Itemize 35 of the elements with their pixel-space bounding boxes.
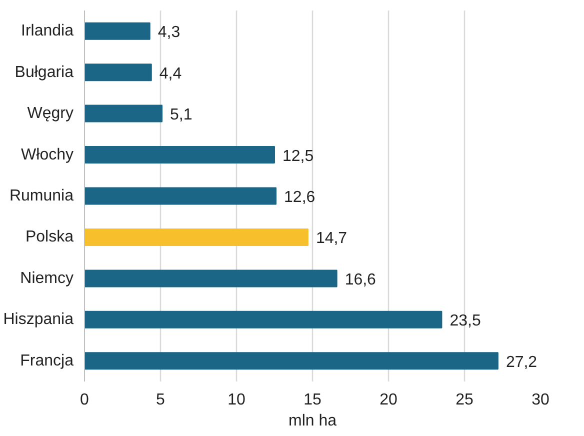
x-tick-label: 10: [228, 392, 246, 408]
data-label: 12,5: [282, 148, 314, 165]
bar: [84, 310, 442, 328]
bar: [84, 270, 338, 288]
data-label: 23,5: [450, 312, 481, 330]
y-tick-label: Rumunia: [9, 188, 74, 204]
y-tick-label: Hiszpania: [3, 311, 74, 328]
data-label: 4,3: [158, 24, 180, 42]
y-tick-label: Węgry: [27, 105, 74, 122]
x-axis-title: mln ha: [288, 412, 337, 430]
x-tick-label: 5: [156, 392, 166, 408]
bar: [84, 22, 150, 40]
x-tick-label: 30: [532, 392, 550, 408]
bar: [84, 146, 275, 164]
y-tick-label: Irlandia: [21, 22, 74, 40]
bar: [84, 187, 277, 205]
data-label: 27,2: [506, 354, 538, 371]
y-tick-label: Niemcy: [20, 270, 74, 287]
data-label: 16,6: [344, 271, 376, 288]
x-tick-label: 0: [80, 392, 90, 408]
bar: [84, 104, 163, 122]
y-tick-label: Francja: [20, 352, 74, 370]
x-tick-label: 20: [380, 392, 398, 408]
y-tick-label: Bułgaria: [14, 64, 74, 81]
bar: [84, 64, 152, 82]
data-label: 14,7: [316, 230, 348, 248]
data-label: 4,4: [159, 65, 182, 82]
y-tick-label: Włochy: [21, 146, 74, 164]
data-label: 5,1: [170, 106, 192, 124]
y-tick-label: Polska: [25, 228, 74, 246]
bar: [84, 228, 308, 246]
x-tick-label: 25: [456, 392, 474, 408]
bar: [84, 352, 498, 370]
data-label: 12,6: [284, 189, 316, 206]
x-tick-label: 15: [304, 392, 322, 408]
